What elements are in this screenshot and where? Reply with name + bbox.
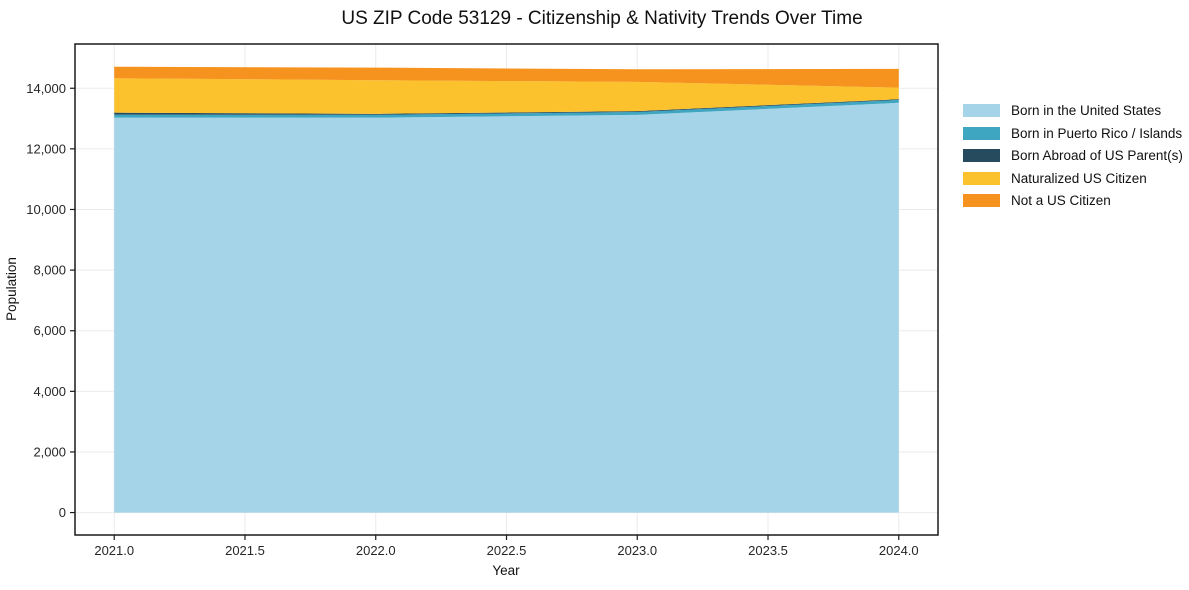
legend-swatch-born-in-us-icon — [963, 104, 1000, 118]
area-series-group — [114, 66, 899, 513]
y-tick-label: 8,000 — [33, 263, 66, 278]
x-tick-label: 2021.5 — [225, 543, 265, 558]
tick-labels: 0 2,000 4,000 6,000 8,000 10,000 12,000 14,000 2… — [26, 81, 918, 558]
legend: Born in the United States Born in Puerto… — [963, 104, 1183, 208]
area-series-2 — [114, 99, 899, 115]
axis-ticks — [70, 87, 900, 540]
x-tick-label: 2022.0 — [356, 543, 396, 558]
legend-label: Not a US Citizen — [1011, 193, 1111, 208]
legend-label: Naturalized US Citizen — [1011, 170, 1147, 186]
area-series-4 — [114, 66, 899, 88]
x-tick-label: 2024.0 — [879, 543, 919, 558]
area-series-3 — [114, 78, 899, 114]
legend-label: Born in the United States — [1011, 103, 1162, 118]
legend-label: Born Abroad of US Parent(s) — [1011, 148, 1183, 163]
x-tick-label: 2023.5 — [748, 543, 788, 558]
area-series-0 — [114, 102, 899, 513]
legend-item: Born in the United States — [963, 104, 1183, 118]
y-tick-label: 14,000 — [26, 81, 66, 96]
legend-swatch-not-citizen-icon — [963, 194, 1000, 208]
y-tick-label: 0 — [59, 505, 66, 520]
x-tick-label: 2023.0 — [617, 543, 657, 558]
y-tick-label: 12,000 — [26, 141, 66, 156]
legend-item: Born in Puerto Rico / Islands — [963, 125, 1183, 141]
legend-label: Born in Puerto Rico / Islands — [1011, 125, 1183, 141]
y-tick-label: 2,000 — [33, 444, 66, 459]
legend-item: Naturalized US Citizen — [963, 170, 1183, 186]
x-tick-label: 2022.5 — [487, 543, 527, 558]
x-axis-label: Year — [492, 563, 520, 578]
legend-swatch-naturalized-icon — [963, 171, 1000, 185]
y-axis-label: Population — [4, 257, 19, 321]
y-tick-label: 4,000 — [33, 384, 66, 399]
legend-swatch-born-abroad-icon — [963, 149, 1000, 163]
legend-swatch-born-in-pr-icon — [963, 126, 1000, 140]
y-tick-label: 6,000 — [33, 323, 66, 338]
area-series-1 — [114, 99, 899, 118]
x-tick-label: 2021.0 — [94, 543, 134, 558]
y-tick-label: 10,000 — [26, 202, 66, 217]
chart-title: US ZIP Code 53129 - Citizenship & Nativi… — [341, 8, 862, 29]
legend-item: Not a US Citizen — [963, 194, 1183, 208]
legend-item: Born Abroad of US Parent(s) — [963, 149, 1183, 163]
